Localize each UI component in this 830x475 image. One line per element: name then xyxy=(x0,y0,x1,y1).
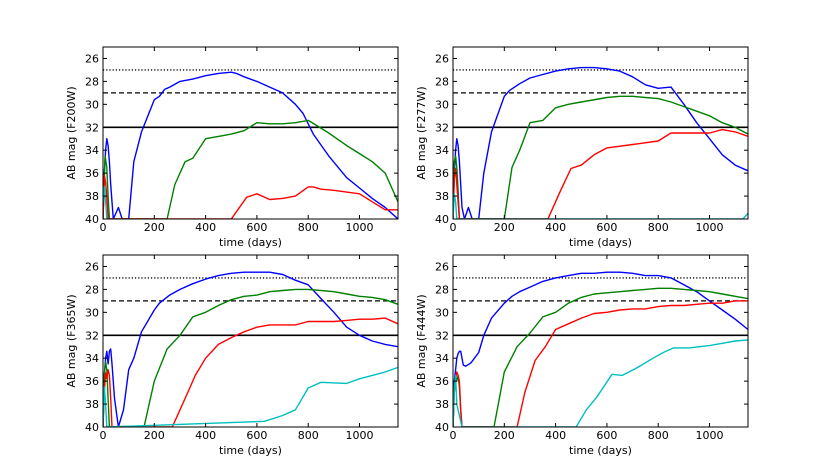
y-tick-label: 34 xyxy=(435,352,449,365)
x-axis-label: time (days) xyxy=(569,444,632,457)
y-tick-label: 34 xyxy=(85,144,99,157)
y-axis-label: AB mag (F365W) xyxy=(65,294,78,387)
x-tick-label: 600 xyxy=(246,429,267,442)
x-tick-label: 1000 xyxy=(346,429,374,442)
x-tick-label: 400 xyxy=(545,429,566,442)
y-tick-label: 28 xyxy=(435,283,449,296)
y-axis-label: AB mag (F200W) xyxy=(65,86,78,179)
x-tick-label: 800 xyxy=(298,429,319,442)
y-tick-label: 32 xyxy=(85,329,99,342)
panel-f277w: 0 200 400 600 800 1000 26 28 30 32 34 36 38 40 time (d… xyxy=(415,46,749,249)
x-tick-label: 600 xyxy=(596,221,617,234)
x-tick-label: 400 xyxy=(195,429,216,442)
y-tick-label: 28 xyxy=(435,75,449,88)
x-tick-label: 0 xyxy=(450,429,457,442)
series-group xyxy=(103,271,398,427)
x-axis-label: time (days) xyxy=(219,444,282,457)
x-tick-label: 1000 xyxy=(696,429,724,442)
x-tick-label: 200 xyxy=(494,429,515,442)
y-tick-label: 36 xyxy=(435,167,449,180)
x-tick-label: 800 xyxy=(648,429,669,442)
plot-frame xyxy=(102,46,399,220)
x-tick-label: 600 xyxy=(246,221,267,234)
series-line-red xyxy=(453,128,748,219)
y-tick-label: 36 xyxy=(435,375,449,388)
y-tick-label: 38 xyxy=(435,190,449,203)
x-tick-label: 1000 xyxy=(696,221,724,234)
series-line-blue xyxy=(103,271,398,427)
y-tick-label: 30 xyxy=(85,98,99,111)
series-line-cyan xyxy=(453,339,748,427)
series-line-red xyxy=(103,317,398,427)
y-tick-label: 38 xyxy=(85,398,99,411)
y-tick-label: 40 xyxy=(435,421,449,434)
series-group xyxy=(103,71,398,219)
plot-frame xyxy=(102,254,399,428)
plot-frame xyxy=(452,254,749,428)
series-group xyxy=(453,66,748,219)
y-tick-label: 34 xyxy=(435,144,449,157)
series-line-green xyxy=(103,288,398,427)
y-axis-label: AB mag (F277W) xyxy=(415,86,428,179)
series-line-green xyxy=(453,287,748,427)
y-tick-label: 28 xyxy=(85,283,99,296)
y-tick-label: 26 xyxy=(85,260,99,273)
y-tick-label: 38 xyxy=(435,398,449,411)
y-tick-label: 30 xyxy=(85,306,99,319)
y-tick-label: 32 xyxy=(85,121,99,134)
x-tick-label: 1000 xyxy=(346,221,374,234)
x-tick-label: 600 xyxy=(596,429,617,442)
series-line-red xyxy=(103,174,398,219)
y-tick-label: 26 xyxy=(85,52,99,65)
x-tick-label: 0 xyxy=(450,221,457,234)
x-tick-label: 800 xyxy=(298,221,319,234)
y-tick-label: 38 xyxy=(85,190,99,203)
x-tick-label: 800 xyxy=(648,221,669,234)
x-tick-label: 400 xyxy=(545,221,566,234)
y-tick-label: 40 xyxy=(85,421,99,434)
series-line-red xyxy=(453,300,748,427)
y-tick-label: 34 xyxy=(85,352,99,365)
panel-f444w: 0 200 400 600 800 1000 26 28 30 32 34 36 38 40 time (d… xyxy=(415,254,749,457)
x-axis-label: time (days) xyxy=(569,236,632,249)
series-line-blue xyxy=(103,71,398,219)
x-tick-label: 200 xyxy=(494,221,515,234)
reference-lines xyxy=(103,277,398,337)
x-axis-label: time (days) xyxy=(219,236,282,249)
series-line-green xyxy=(103,119,398,219)
y-tick-label: 28 xyxy=(85,75,99,88)
x-tick-label: 0 xyxy=(100,429,107,442)
x-tick-label: 400 xyxy=(195,221,216,234)
series-line-blue xyxy=(453,271,748,427)
x-tick-label: 200 xyxy=(144,429,165,442)
y-tick-label: 36 xyxy=(85,167,99,180)
series-line-blue xyxy=(453,66,748,219)
y-tick-label: 40 xyxy=(85,213,99,226)
series-line-cyan xyxy=(103,366,398,427)
x-tick-label: 200 xyxy=(144,221,165,234)
y-tick-label: 36 xyxy=(85,375,99,388)
y-tick-label: 32 xyxy=(435,121,449,134)
series-line-cyan xyxy=(453,193,748,219)
series-line-cyan xyxy=(103,186,108,219)
y-tick-label: 40 xyxy=(435,213,449,226)
y-tick-label: 30 xyxy=(435,306,449,319)
reference-lines xyxy=(453,69,748,129)
reference-lines xyxy=(453,277,748,337)
plot-frame xyxy=(452,46,749,220)
y-tick-label: 30 xyxy=(435,98,449,111)
x-tick-label: 0 xyxy=(100,221,107,234)
series-group xyxy=(453,271,748,427)
panel-f365w: 0 200 400 600 800 1000 26 28 30 32 34 36 38 40 time (d… xyxy=(65,254,399,457)
y-tick-label: 26 xyxy=(435,260,449,273)
y-tick-label: 32 xyxy=(435,329,449,342)
panel-f200w: 0 200 400 600 800 1000 26 28 30 32 34 36 38 40 time (d… xyxy=(65,46,399,249)
y-axis-label: AB mag (F444W) xyxy=(415,294,428,387)
y-tick-label: 26 xyxy=(435,52,449,65)
